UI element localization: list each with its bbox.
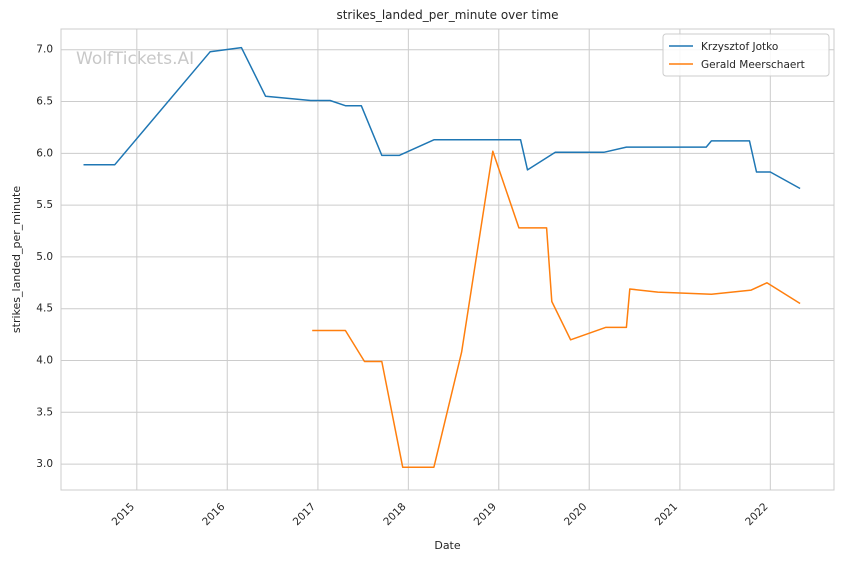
legend-label-krzysztof-jotko: Krzysztof Jotko xyxy=(701,41,778,53)
grid-layer xyxy=(61,29,834,490)
y-tick-label-5-0: 5.0 xyxy=(36,251,53,263)
y-tick-label-5-5: 5.5 xyxy=(36,199,53,211)
y-tick-label-7-0: 7.0 xyxy=(36,44,53,56)
legend: Krzysztof Jotko Gerald Meerschaert xyxy=(662,33,830,77)
y-axis-label: strikes_landed_per_minute xyxy=(10,186,23,333)
legend-box xyxy=(662,33,830,77)
watermark-text: WolfTickets.AI xyxy=(76,49,194,69)
y-tick-label-6-0: 6.0 xyxy=(36,147,53,159)
series-line-gerald-meerschaert xyxy=(312,150,801,468)
y-tick-label-4-5: 4.5 xyxy=(36,303,53,315)
y-tick-label-3-5: 3.5 xyxy=(36,406,53,418)
legend-label-gerald-meerschaert: Gerald Meerschaert xyxy=(701,59,805,71)
y-tick-label-4-0: 4.0 xyxy=(36,355,53,367)
plot-frame xyxy=(60,28,835,491)
chart-title: strikes_landed_per_minute over time xyxy=(336,8,558,22)
y-tick-label-3-0: 3.0 xyxy=(36,458,53,470)
y-tick-label-6-5: 6.5 xyxy=(36,96,53,108)
x-axis-label: Date xyxy=(434,539,461,552)
series-line-krzysztof-jotko xyxy=(83,46,801,190)
series-layer xyxy=(83,46,801,468)
